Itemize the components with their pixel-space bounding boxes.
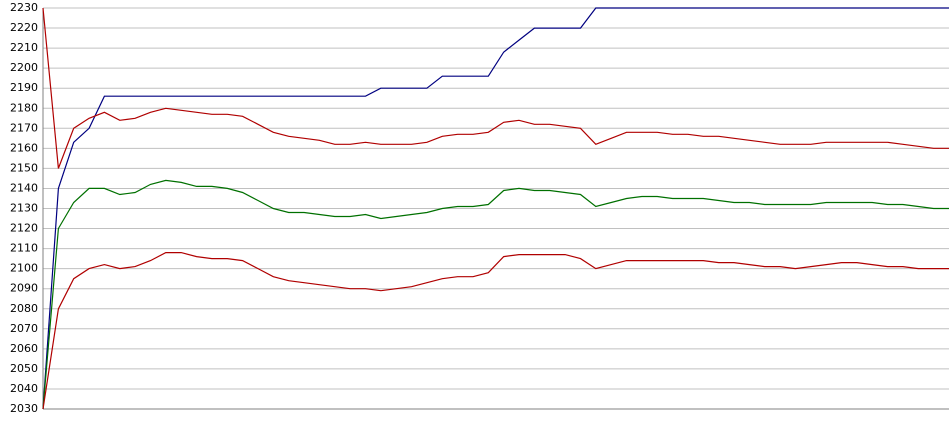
y-tick-label: 2190 xyxy=(10,81,38,94)
series-line xyxy=(42,7,949,169)
y-tick-label: 2100 xyxy=(10,262,38,275)
series-line xyxy=(42,252,949,410)
y-tick-label: 2180 xyxy=(10,101,38,114)
y-tick-label: 2210 xyxy=(10,41,38,54)
y-tick-label: 2050 xyxy=(10,362,38,375)
y-tick-label: 2090 xyxy=(10,282,38,295)
y-tick-label: 2030 xyxy=(10,402,38,415)
y-tick-label: 2160 xyxy=(10,141,38,154)
y-tick-label: 2080 xyxy=(10,302,38,315)
y-tick-label: 2150 xyxy=(10,161,38,174)
y-tick-label: 2110 xyxy=(10,242,38,255)
y-tick-label: 2220 xyxy=(10,21,38,34)
y-tick-label: 2170 xyxy=(10,121,38,134)
y-tick-label: 2120 xyxy=(10,222,38,235)
y-tick-label: 2230 xyxy=(10,1,38,14)
y-tick-label: 2060 xyxy=(10,342,38,355)
y-tick-label: 2200 xyxy=(10,61,38,74)
y-tick-label: 2040 xyxy=(10,382,38,395)
y-tick-label: 2140 xyxy=(10,181,38,194)
y-tick-label: 2070 xyxy=(10,322,38,335)
series-line xyxy=(42,179,949,410)
series-line xyxy=(42,7,949,410)
y-tick-label: 2130 xyxy=(10,202,38,215)
